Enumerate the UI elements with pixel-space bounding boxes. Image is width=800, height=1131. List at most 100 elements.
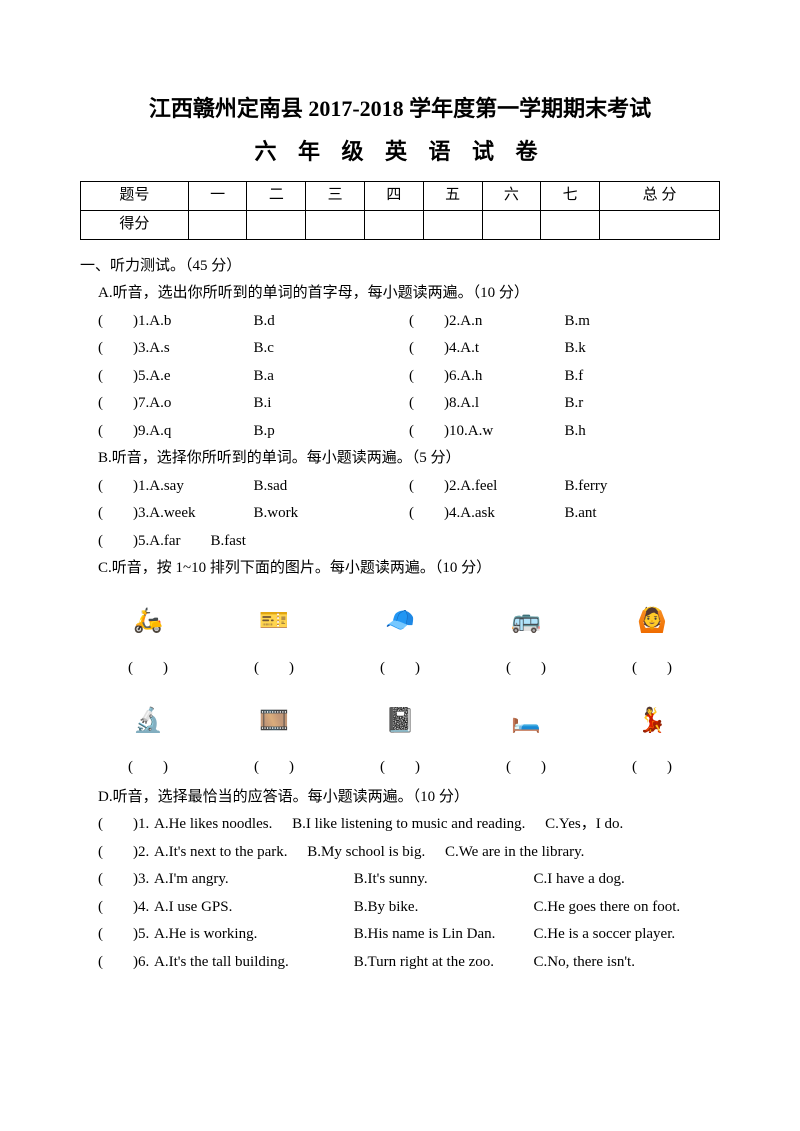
table-row: 题号 一 二 三 四 五 六 七 总 分 (81, 181, 720, 210)
q-left-b: B.a (254, 364, 410, 390)
q-right-a: ( )4.A.t (409, 336, 565, 362)
td-blank (188, 210, 247, 239)
q-right-a: ( )6.A.h (409, 364, 565, 390)
part-d-instr: D.听音，选择最恰当的应答语。每小题读两遍。（10 分） (98, 785, 720, 811)
d-item: ( )4. A.I use GPS. B.By bike. C.He goes … (98, 895, 720, 921)
blank: ( ) (350, 755, 450, 781)
q-right-b: B.r (565, 391, 721, 417)
question-row: ( )1.A.say B.sad ( )2.A.feel B.ferry (98, 474, 720, 500)
q-left-b: B.sad (254, 474, 410, 500)
d-item: ( )6. A.It's the tall building. B.Turn r… (98, 950, 720, 976)
td-blank (423, 210, 482, 239)
th-col: 七 (541, 181, 600, 210)
section-1-heading: 一、听力测试。（45 分） (80, 254, 720, 280)
picture-icon: 🔬 (98, 687, 198, 755)
question-row: ( )7.A.o B.i ( )8.A.l B.r (98, 391, 720, 417)
q-left-a: ( )5.A.e (98, 364, 254, 390)
q-right-a: ( )2.A.n (409, 309, 565, 335)
blank-row: ( ) ( ) ( ) ( ) ( ) (98, 656, 702, 682)
picture-icon: 🛵 (98, 588, 198, 656)
opt-c: C.No, there isn't. (534, 950, 635, 976)
opt-a: A.He is working. (154, 922, 334, 948)
blank: ( ) (476, 755, 576, 781)
blank: ( ) (98, 656, 198, 682)
d-opts: A.It's next to the park. B.My school is … (154, 840, 720, 866)
th-col: 二 (247, 181, 306, 210)
question-row: ( )1.A.b B.d ( )2.A.n B.m (98, 309, 720, 335)
d-item: ( )2. A.It's next to the park. B.My scho… (98, 840, 720, 866)
d-opts: A.I'm angry. B.It's sunny. C.I have a do… (154, 867, 720, 893)
th-label: 题号 (81, 181, 189, 210)
d-opts: A.He likes noodles. B.I like listening t… (154, 812, 720, 838)
exam-page: 江西赣州定南县 2017-2018 学年度第一学期期末考试 六 年 级 英 语 … (0, 0, 800, 1131)
td-blank (541, 210, 600, 239)
q-left-b: B.d (254, 309, 410, 335)
part-b-questions: ( )1.A.say B.sad ( )2.A.feel B.ferry ( )… (80, 474, 720, 555)
d-num: ( )1. (98, 812, 154, 838)
d-item: ( )1. A.He likes noodles. B.I like liste… (98, 812, 720, 838)
q-left-b: B.p (254, 419, 410, 445)
th-col: 四 (364, 181, 423, 210)
part-d-questions: ( )1. A.He likes noodles. B.I like liste… (80, 812, 720, 975)
q-right-b: B.f (565, 364, 721, 390)
blank-row: ( ) ( ) ( ) ( ) ( ) (98, 755, 702, 781)
image-row-2: 🔬 🎞️ 📓 🛏️ 💃 (98, 687, 702, 755)
th-total: 总 分 (600, 181, 720, 210)
blank: ( ) (224, 656, 324, 682)
opt-b: B.My school is big. (307, 840, 425, 866)
question-row-last: ( )5.A.far B.fast (98, 529, 720, 555)
part-a-questions: ( )1.A.b B.d ( )2.A.n B.m ( )3.A.s B.c (… (80, 309, 720, 445)
opt-b: B.It's sunny. (354, 867, 514, 893)
opt-a: A.I use GPS. (154, 895, 334, 921)
blank: ( ) (350, 656, 450, 682)
title-line-2: 六 年 级 英 语 试 卷 (80, 133, 720, 170)
picture-icon: 💃 (602, 687, 702, 755)
th-col: 一 (188, 181, 247, 210)
opt-a: A.It's the tall building. (154, 950, 334, 976)
blank: ( ) (98, 755, 198, 781)
th-col: 五 (423, 181, 482, 210)
picture-icon: 🚌 (476, 588, 576, 656)
d-num: ( )3. (98, 867, 154, 893)
td-blank (306, 210, 365, 239)
d-opts: A.I use GPS. B.By bike. C.He goes there … (154, 895, 720, 921)
q-left-b: B.c (254, 336, 410, 362)
opt-b: B.By bike. (354, 895, 514, 921)
question-row: ( )5.A.e B.a ( )6.A.h B.f (98, 364, 720, 390)
opt-c: C.He goes there on foot. (534, 895, 681, 921)
opt-a: A.He likes noodles. (154, 812, 272, 838)
d-num: ( )5. (98, 922, 154, 948)
picture-icon: 🙆 (602, 588, 702, 656)
question-row: ( )9.A.q B.p ( )10.A.w B.h (98, 419, 720, 445)
td-blank (247, 210, 306, 239)
q-left-a: ( )9.A.q (98, 419, 254, 445)
opt-a: A.I'm angry. (154, 867, 334, 893)
th-col: 三 (306, 181, 365, 210)
picture-icon: 🎫 (224, 588, 324, 656)
td-blank (364, 210, 423, 239)
opt-b: B.I like listening to music and reading. (292, 812, 525, 838)
q-left-a: ( )1.A.say (98, 474, 254, 500)
blank: ( ) (476, 656, 576, 682)
d-num: ( )6. (98, 950, 154, 976)
q-right-b: B.ant (565, 501, 721, 527)
d-item: ( )3. A.I'm angry. B.It's sunny. C.I hav… (98, 867, 720, 893)
q-right-b: B.ferry (565, 474, 721, 500)
q-right-b: B.h (565, 419, 721, 445)
opt-c: C.He is a soccer player. (534, 922, 676, 948)
question-row: ( )3.A.week B.work ( )4.A.ask B.ant (98, 501, 720, 527)
td-label: 得分 (81, 210, 189, 239)
question-row: ( )3.A.s B.c ( )4.A.t B.k (98, 336, 720, 362)
opt-b: B.His name is Lin Dan. (354, 922, 514, 948)
blank: ( ) (224, 755, 324, 781)
picture-icon: 📓 (350, 687, 450, 755)
opt-c: C.Yes，I do. (545, 812, 623, 838)
q-left-a: ( )3.A.s (98, 336, 254, 362)
score-table: 题号 一 二 三 四 五 六 七 总 分 得分 (80, 181, 720, 240)
part-c-instr: C.听音，按 1~10 排列下面的图片。每小题读两遍。（10 分） (98, 556, 720, 582)
d-opts: A.He is working. B.His name is Lin Dan. … (154, 922, 720, 948)
table-row: 得分 (81, 210, 720, 239)
q-right-a: ( )8.A.l (409, 391, 565, 417)
q-left-b: B.i (254, 391, 410, 417)
opt-b: B.Turn right at the zoo. (354, 950, 514, 976)
